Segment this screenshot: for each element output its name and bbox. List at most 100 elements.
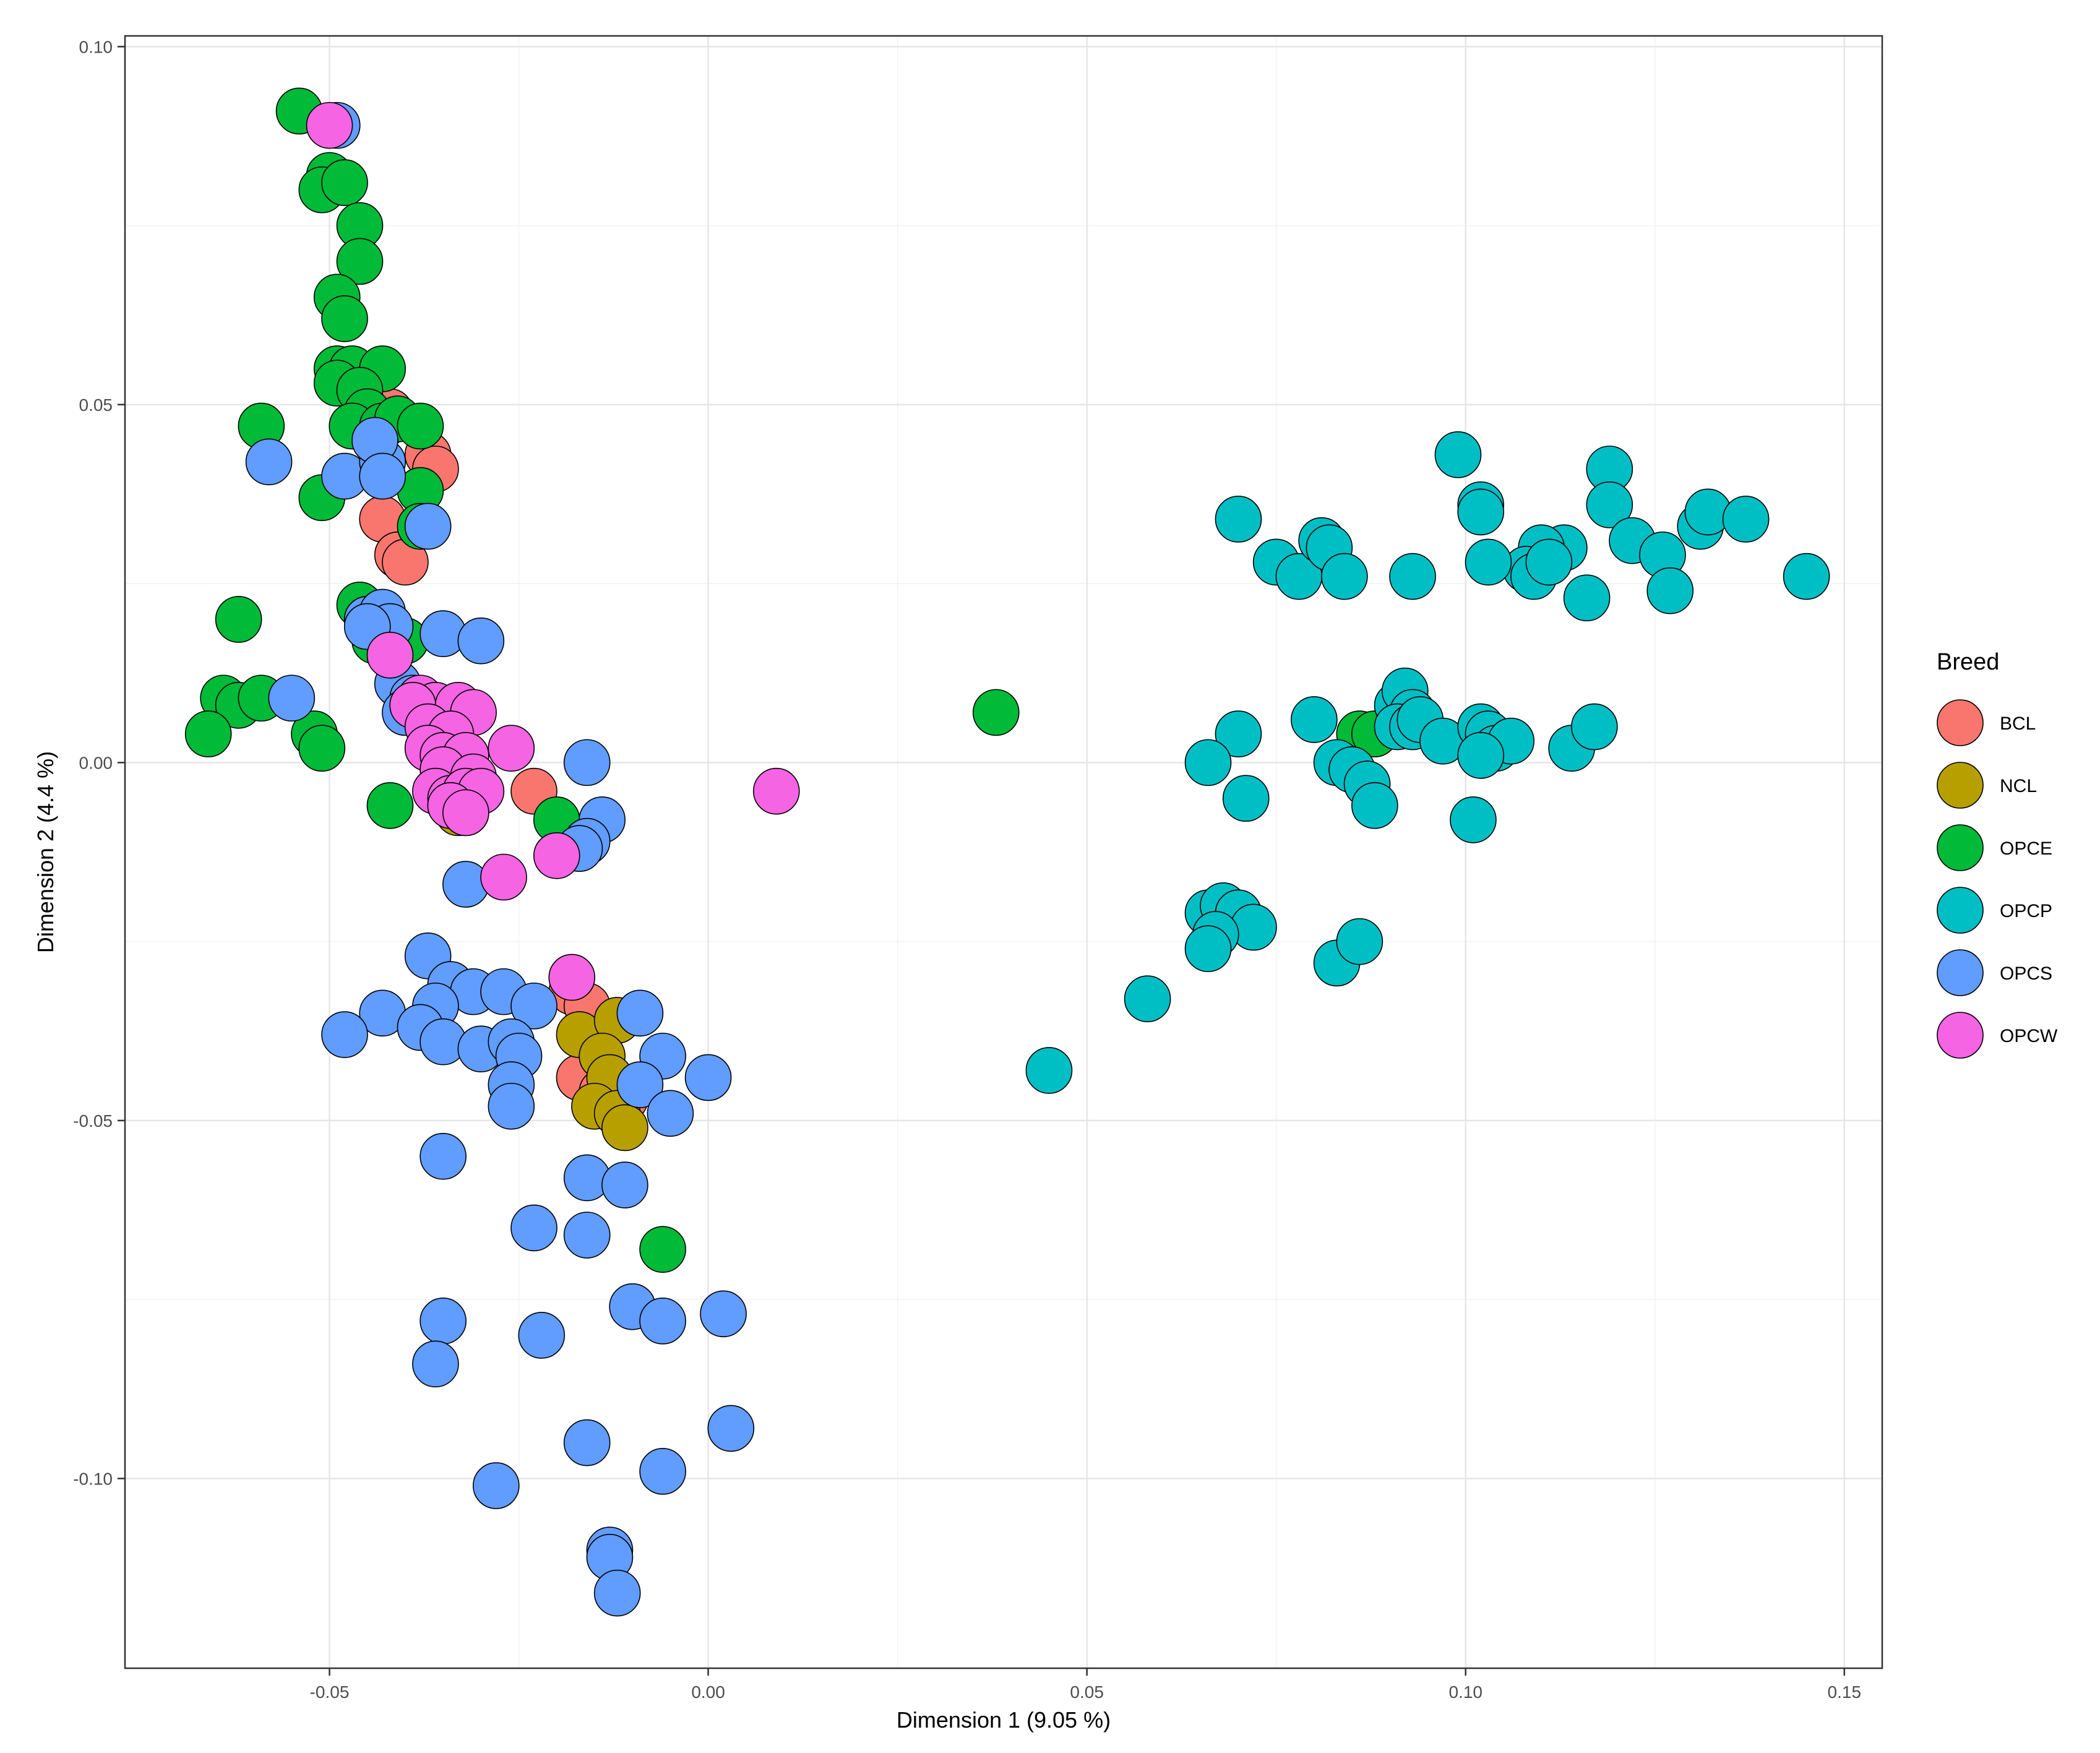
data-point-opce <box>321 159 368 206</box>
data-point-opcp <box>1563 574 1611 622</box>
x-tick-label: 0.10 <box>1448 1682 1482 1702</box>
data-point-opcs <box>473 1462 520 1509</box>
data-point-opce <box>972 689 1020 736</box>
y-tick-label: 0.10 <box>79 37 113 56</box>
legend: Breed BCL NCL OPCE OPCP OPCS OPCW <box>1937 649 2058 1059</box>
data-point-opcw <box>488 725 535 772</box>
data-point-opce <box>321 295 368 342</box>
legend-label-opcs: OPCS <box>2000 963 2052 984</box>
data-point-opcp <box>1291 696 1338 743</box>
data-point-opcs <box>321 1011 368 1058</box>
y-axis-title: Dimension 2 (4.4 %) <box>33 751 58 953</box>
data-point-opce <box>397 402 444 450</box>
data-point-opcs <box>563 739 611 786</box>
data-point-opcp <box>1586 481 1633 528</box>
data-point-opcw <box>752 767 800 815</box>
data-point-opcp <box>1434 431 1482 478</box>
data-point-opcp <box>1025 1047 1073 1094</box>
data-point-opcw <box>442 789 489 837</box>
x-tick-label: -0.05 <box>310 1682 350 1702</box>
data-point-opcs <box>684 1054 732 1101</box>
legend-label-ncl: NCL <box>2000 776 2037 796</box>
data-point-opcp <box>1389 553 1436 600</box>
y-tick-label: -0.05 <box>73 1111 113 1131</box>
data-point-opcs <box>647 1090 694 1137</box>
data-point-opce <box>336 238 384 285</box>
data-point-opcs <box>510 982 557 1030</box>
data-point-opcp <box>1184 739 1232 786</box>
data-point-opcp <box>1215 496 1262 543</box>
legend-title: Breed <box>1937 649 1999 675</box>
data-points <box>184 87 1830 1617</box>
data-point-opcp <box>1525 538 1573 586</box>
data-point-opcs <box>245 438 293 486</box>
legend-key-bcl <box>1937 699 1984 746</box>
data-point-opcp <box>1215 710 1262 757</box>
data-point-opcs <box>404 502 452 550</box>
data-point-opcs <box>700 1290 747 1338</box>
data-point-opcp <box>1571 703 1618 751</box>
data-point-opcs <box>488 1082 535 1130</box>
legend-key-opce <box>1937 824 1984 871</box>
x-axis-title: Dimension 1 (9.05 %) <box>897 1707 1111 1733</box>
legend-label-opcw: OPCW <box>2000 1026 2058 1046</box>
data-point-opcs <box>616 1061 664 1108</box>
panel-background <box>125 36 1882 1668</box>
data-point-opcs <box>601 1161 648 1208</box>
legend-key-opcs <box>1937 949 1984 996</box>
data-point-opcs <box>707 1405 755 1452</box>
data-point-opcp <box>1351 782 1398 829</box>
panel-border <box>124 35 1883 1669</box>
data-point-opcs <box>420 1132 467 1180</box>
y-axis: -0.10 -0.05 0.00 0.05 0.10 <box>73 37 125 1488</box>
data-point-opcw <box>306 101 353 149</box>
data-point-opcw <box>366 632 414 679</box>
data-point-opcp <box>1321 553 1368 600</box>
data-point-opcw <box>548 954 596 1001</box>
data-point-opcp <box>1457 732 1505 779</box>
data-point-opcw <box>480 853 527 901</box>
legend-key-opcw <box>1937 1012 1984 1059</box>
data-point-opcp <box>1222 775 1270 822</box>
legend-label-opce: OPCE <box>2000 838 2052 859</box>
x-axis: -0.05 0.00 0.05 0.10 0.15 <box>310 1668 1861 1702</box>
data-point-opcp <box>1646 567 1694 614</box>
data-point-opcs <box>639 1298 686 1345</box>
data-point-opcp <box>1465 538 1512 586</box>
data-point-opce <box>298 725 346 772</box>
x-tick-label: 0.00 <box>691 1682 725 1702</box>
data-point-opcs <box>420 1298 467 1345</box>
data-point-opcw <box>533 832 580 879</box>
data-point-opcs <box>457 617 505 665</box>
legend-label-bcl: BCL <box>2000 713 2036 734</box>
data-point-opcs <box>563 1419 611 1467</box>
data-point-opcp <box>1783 553 1830 600</box>
data-point-opcp <box>1450 796 1497 843</box>
legend-label-opcp: OPCP <box>2000 901 2052 921</box>
legend-key-ncl <box>1937 762 1984 809</box>
y-tick-label: -0.10 <box>73 1469 113 1488</box>
x-tick-label: 0.05 <box>1070 1682 1104 1702</box>
data-point-opcp <box>1184 925 1232 972</box>
data-point-opcs <box>593 1569 641 1617</box>
data-point-opcs <box>639 1448 686 1495</box>
data-point-ncl <box>601 1104 648 1152</box>
data-point-opce <box>366 782 414 829</box>
data-point-opcs <box>616 989 664 1037</box>
data-point-opcs <box>518 1312 566 1359</box>
data-point-opce <box>215 596 262 643</box>
data-point-opcp <box>1457 488 1505 536</box>
data-point-opcs <box>359 452 407 500</box>
data-point-opcp <box>1722 496 1770 543</box>
data-point-opce <box>184 710 232 757</box>
data-point-opce <box>639 1226 686 1273</box>
y-tick-label: 0.05 <box>79 395 113 415</box>
data-point-opcs <box>268 674 316 722</box>
data-point-opcp <box>1336 918 1384 965</box>
x-tick-label: 0.15 <box>1828 1682 1862 1702</box>
data-point-opcp <box>1124 975 1171 1022</box>
data-point-opcs <box>510 1204 557 1252</box>
legend-key-opcp <box>1937 887 1984 934</box>
data-point-opcs <box>563 1212 611 1259</box>
